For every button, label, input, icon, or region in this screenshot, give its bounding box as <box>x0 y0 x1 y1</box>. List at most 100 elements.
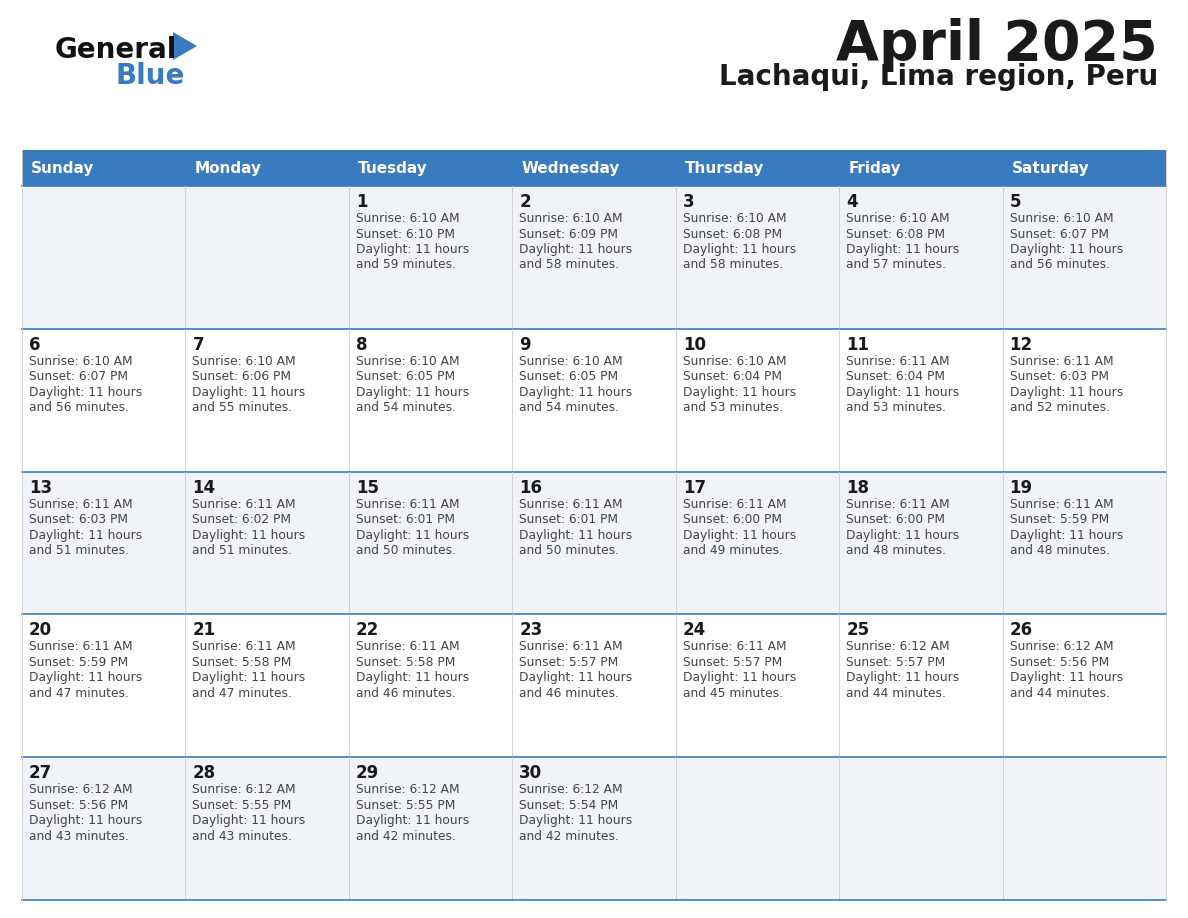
Text: Daylight: 11 hours: Daylight: 11 hours <box>683 386 796 398</box>
Text: 29: 29 <box>356 764 379 782</box>
Text: Sunrise: 6:12 AM: Sunrise: 6:12 AM <box>356 783 460 796</box>
Text: Thursday: Thursday <box>684 161 764 175</box>
Text: Sunrise: 6:10 AM: Sunrise: 6:10 AM <box>846 212 949 225</box>
Text: Sunset: 6:07 PM: Sunset: 6:07 PM <box>29 370 128 384</box>
Text: 13: 13 <box>29 478 52 497</box>
Text: 16: 16 <box>519 478 542 497</box>
Text: Sunset: 5:56 PM: Sunset: 5:56 PM <box>1010 655 1108 669</box>
Text: Friday: Friday <box>848 161 901 175</box>
Text: and 45 minutes.: and 45 minutes. <box>683 687 783 700</box>
Text: and 50 minutes.: and 50 minutes. <box>356 544 456 557</box>
Text: Sunset: 6:01 PM: Sunset: 6:01 PM <box>519 513 618 526</box>
Text: Sunrise: 6:11 AM: Sunrise: 6:11 AM <box>29 641 133 654</box>
Text: Daylight: 11 hours: Daylight: 11 hours <box>192 671 305 685</box>
Text: Wednesday: Wednesday <box>522 161 620 175</box>
Text: Sunrise: 6:11 AM: Sunrise: 6:11 AM <box>356 498 460 510</box>
Text: Daylight: 11 hours: Daylight: 11 hours <box>192 814 305 827</box>
Text: Sunrise: 6:12 AM: Sunrise: 6:12 AM <box>1010 641 1113 654</box>
Text: Sunset: 6:03 PM: Sunset: 6:03 PM <box>1010 370 1108 384</box>
Text: 15: 15 <box>356 478 379 497</box>
Text: Daylight: 11 hours: Daylight: 11 hours <box>683 671 796 685</box>
Bar <box>23 329 1165 472</box>
Text: 23: 23 <box>519 621 543 640</box>
Text: Daylight: 11 hours: Daylight: 11 hours <box>683 529 796 542</box>
Text: 22: 22 <box>356 621 379 640</box>
Text: Sunset: 6:00 PM: Sunset: 6:00 PM <box>683 513 782 526</box>
Text: and 43 minutes.: and 43 minutes. <box>29 830 128 843</box>
Text: Daylight: 11 hours: Daylight: 11 hours <box>356 243 469 256</box>
Text: Daylight: 11 hours: Daylight: 11 hours <box>29 671 143 685</box>
Text: April 2025: April 2025 <box>836 18 1158 72</box>
Text: 19: 19 <box>1010 478 1032 497</box>
Text: 28: 28 <box>192 764 215 782</box>
Text: Sunrise: 6:10 AM: Sunrise: 6:10 AM <box>519 354 623 368</box>
Text: Daylight: 11 hours: Daylight: 11 hours <box>519 243 632 256</box>
Text: Daylight: 11 hours: Daylight: 11 hours <box>519 386 632 398</box>
Text: 2: 2 <box>519 193 531 211</box>
Text: and 53 minutes.: and 53 minutes. <box>683 401 783 414</box>
Text: Sunrise: 6:11 AM: Sunrise: 6:11 AM <box>192 641 296 654</box>
Text: 9: 9 <box>519 336 531 353</box>
Text: and 48 minutes.: and 48 minutes. <box>846 544 946 557</box>
Text: Sunrise: 6:11 AM: Sunrise: 6:11 AM <box>356 641 460 654</box>
Text: Sunset: 6:09 PM: Sunset: 6:09 PM <box>519 228 618 241</box>
Text: Sunrise: 6:11 AM: Sunrise: 6:11 AM <box>683 641 786 654</box>
Text: Sunset: 6:10 PM: Sunset: 6:10 PM <box>356 228 455 241</box>
Text: Sunset: 6:05 PM: Sunset: 6:05 PM <box>519 370 619 384</box>
Text: Sunset: 6:08 PM: Sunset: 6:08 PM <box>846 228 946 241</box>
Text: Sunrise: 6:11 AM: Sunrise: 6:11 AM <box>1010 354 1113 368</box>
Text: 24: 24 <box>683 621 706 640</box>
Text: Sunrise: 6:11 AM: Sunrise: 6:11 AM <box>519 641 623 654</box>
Text: Daylight: 11 hours: Daylight: 11 hours <box>846 243 960 256</box>
Text: and 49 minutes.: and 49 minutes. <box>683 544 783 557</box>
Text: and 46 minutes.: and 46 minutes. <box>519 687 619 700</box>
Bar <box>23 472 1165 614</box>
Text: and 42 minutes.: and 42 minutes. <box>519 830 619 843</box>
Text: Sunrise: 6:10 AM: Sunrise: 6:10 AM <box>683 212 786 225</box>
Text: Sunset: 6:08 PM: Sunset: 6:08 PM <box>683 228 782 241</box>
Text: and 54 minutes.: and 54 minutes. <box>356 401 456 414</box>
Bar <box>23 186 1165 329</box>
Text: Daylight: 11 hours: Daylight: 11 hours <box>519 529 632 542</box>
Text: 18: 18 <box>846 478 870 497</box>
Text: Daylight: 11 hours: Daylight: 11 hours <box>846 671 960 685</box>
Text: and 52 minutes.: and 52 minutes. <box>1010 401 1110 414</box>
Text: Sunrise: 6:11 AM: Sunrise: 6:11 AM <box>1010 498 1113 510</box>
Text: Sunset: 5:57 PM: Sunset: 5:57 PM <box>519 655 619 669</box>
Text: Sunset: 5:59 PM: Sunset: 5:59 PM <box>1010 513 1108 526</box>
Text: Sunrise: 6:10 AM: Sunrise: 6:10 AM <box>356 354 460 368</box>
Text: Lachaqui, Lima region, Peru: Lachaqui, Lima region, Peru <box>719 63 1158 91</box>
Text: 11: 11 <box>846 336 870 353</box>
Text: Sunrise: 6:11 AM: Sunrise: 6:11 AM <box>29 498 133 510</box>
Text: 30: 30 <box>519 764 543 782</box>
Text: and 58 minutes.: and 58 minutes. <box>519 259 619 272</box>
Text: 27: 27 <box>29 764 52 782</box>
Text: Blue: Blue <box>115 62 184 90</box>
Text: Sunrise: 6:11 AM: Sunrise: 6:11 AM <box>846 498 949 510</box>
Text: 21: 21 <box>192 621 215 640</box>
Text: Sunset: 6:07 PM: Sunset: 6:07 PM <box>1010 228 1108 241</box>
Text: 26: 26 <box>1010 621 1032 640</box>
Text: Sunset: 5:54 PM: Sunset: 5:54 PM <box>519 799 619 812</box>
Text: and 56 minutes.: and 56 minutes. <box>29 401 129 414</box>
Text: Sunrise: 6:12 AM: Sunrise: 6:12 AM <box>519 783 623 796</box>
Text: Daylight: 11 hours: Daylight: 11 hours <box>846 529 960 542</box>
Text: Sunset: 5:57 PM: Sunset: 5:57 PM <box>683 655 782 669</box>
Text: and 56 minutes.: and 56 minutes. <box>1010 259 1110 272</box>
Text: and 54 minutes.: and 54 minutes. <box>519 401 619 414</box>
Bar <box>23 757 1165 900</box>
Text: Daylight: 11 hours: Daylight: 11 hours <box>356 814 469 827</box>
Text: and 55 minutes.: and 55 minutes. <box>192 401 292 414</box>
Text: and 43 minutes.: and 43 minutes. <box>192 830 292 843</box>
Text: 12: 12 <box>1010 336 1032 353</box>
Text: 25: 25 <box>846 621 870 640</box>
Text: Sunset: 5:55 PM: Sunset: 5:55 PM <box>192 799 292 812</box>
Text: Sunset: 6:04 PM: Sunset: 6:04 PM <box>846 370 946 384</box>
Text: Sunrise: 6:10 AM: Sunrise: 6:10 AM <box>192 354 296 368</box>
Text: Sunset: 6:06 PM: Sunset: 6:06 PM <box>192 370 291 384</box>
Text: and 47 minutes.: and 47 minutes. <box>192 687 292 700</box>
Text: 14: 14 <box>192 478 215 497</box>
Text: Daylight: 11 hours: Daylight: 11 hours <box>356 671 469 685</box>
Text: 20: 20 <box>29 621 52 640</box>
Text: Sunset: 5:57 PM: Sunset: 5:57 PM <box>846 655 946 669</box>
